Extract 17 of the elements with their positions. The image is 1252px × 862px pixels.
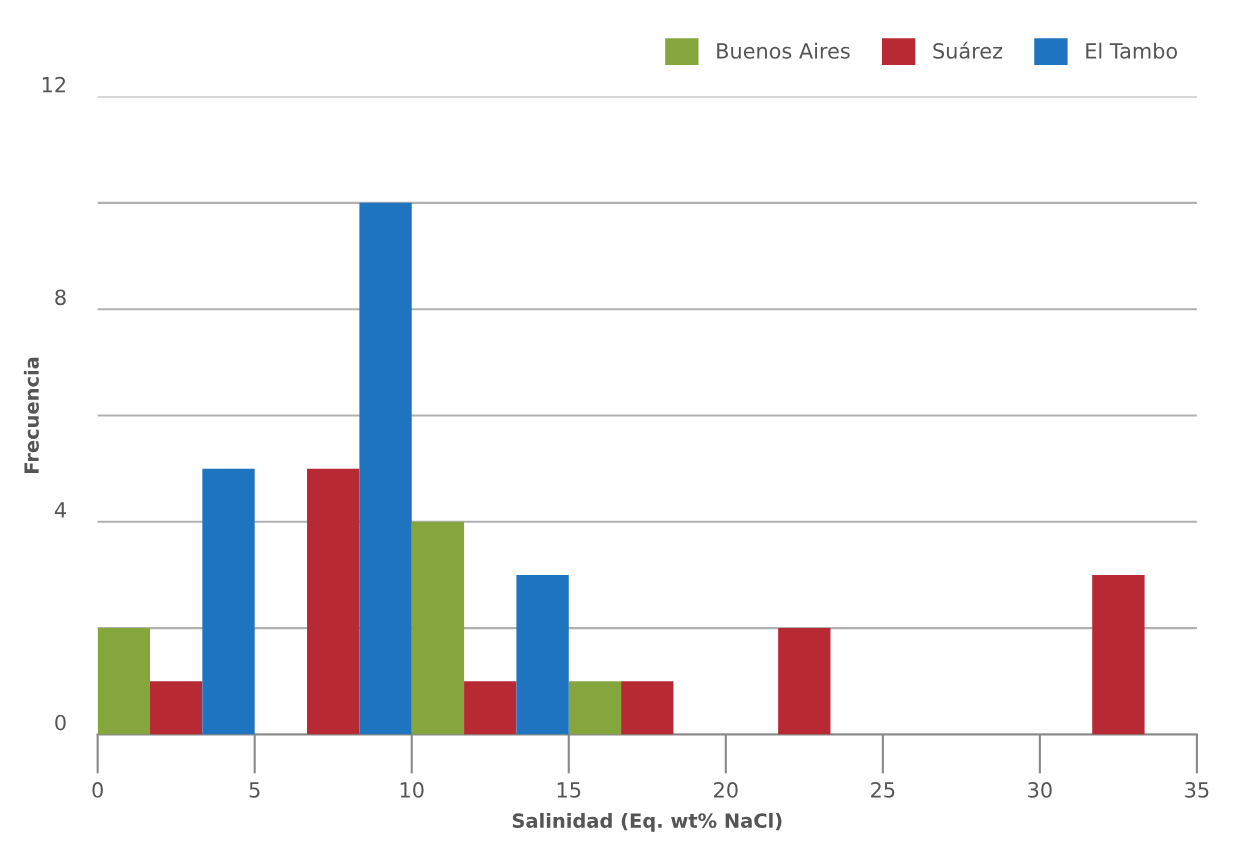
x-tick-label: 0 (92, 782, 103, 798)
x-tick-label: 35 (1185, 782, 1209, 798)
x-tick-label: 25 (871, 782, 895, 798)
x-tick-label: 10 (400, 782, 424, 798)
y-tick-label: 0 (55, 714, 66, 731)
y-tick-label: 8 (55, 289, 66, 306)
y-tick-label: 12 (42, 76, 66, 93)
x-tick-label: 20 (714, 782, 738, 798)
x-tick-label: 30 (1028, 782, 1052, 798)
x-axis-title: Salinidad (Eq. wt% NaCl) (512, 812, 782, 832)
y-axis-title: Frecuencia (23, 357, 39, 473)
y-tick-label: 4 (54, 502, 66, 518)
legend-label: Suárez (933, 41, 1003, 59)
x-tick-label: 15 (557, 782, 581, 798)
x-tick-label: 5 (249, 782, 260, 798)
legend-label: El Tambo (1086, 42, 1178, 59)
legend-label: Buenos Aires (717, 42, 850, 59)
